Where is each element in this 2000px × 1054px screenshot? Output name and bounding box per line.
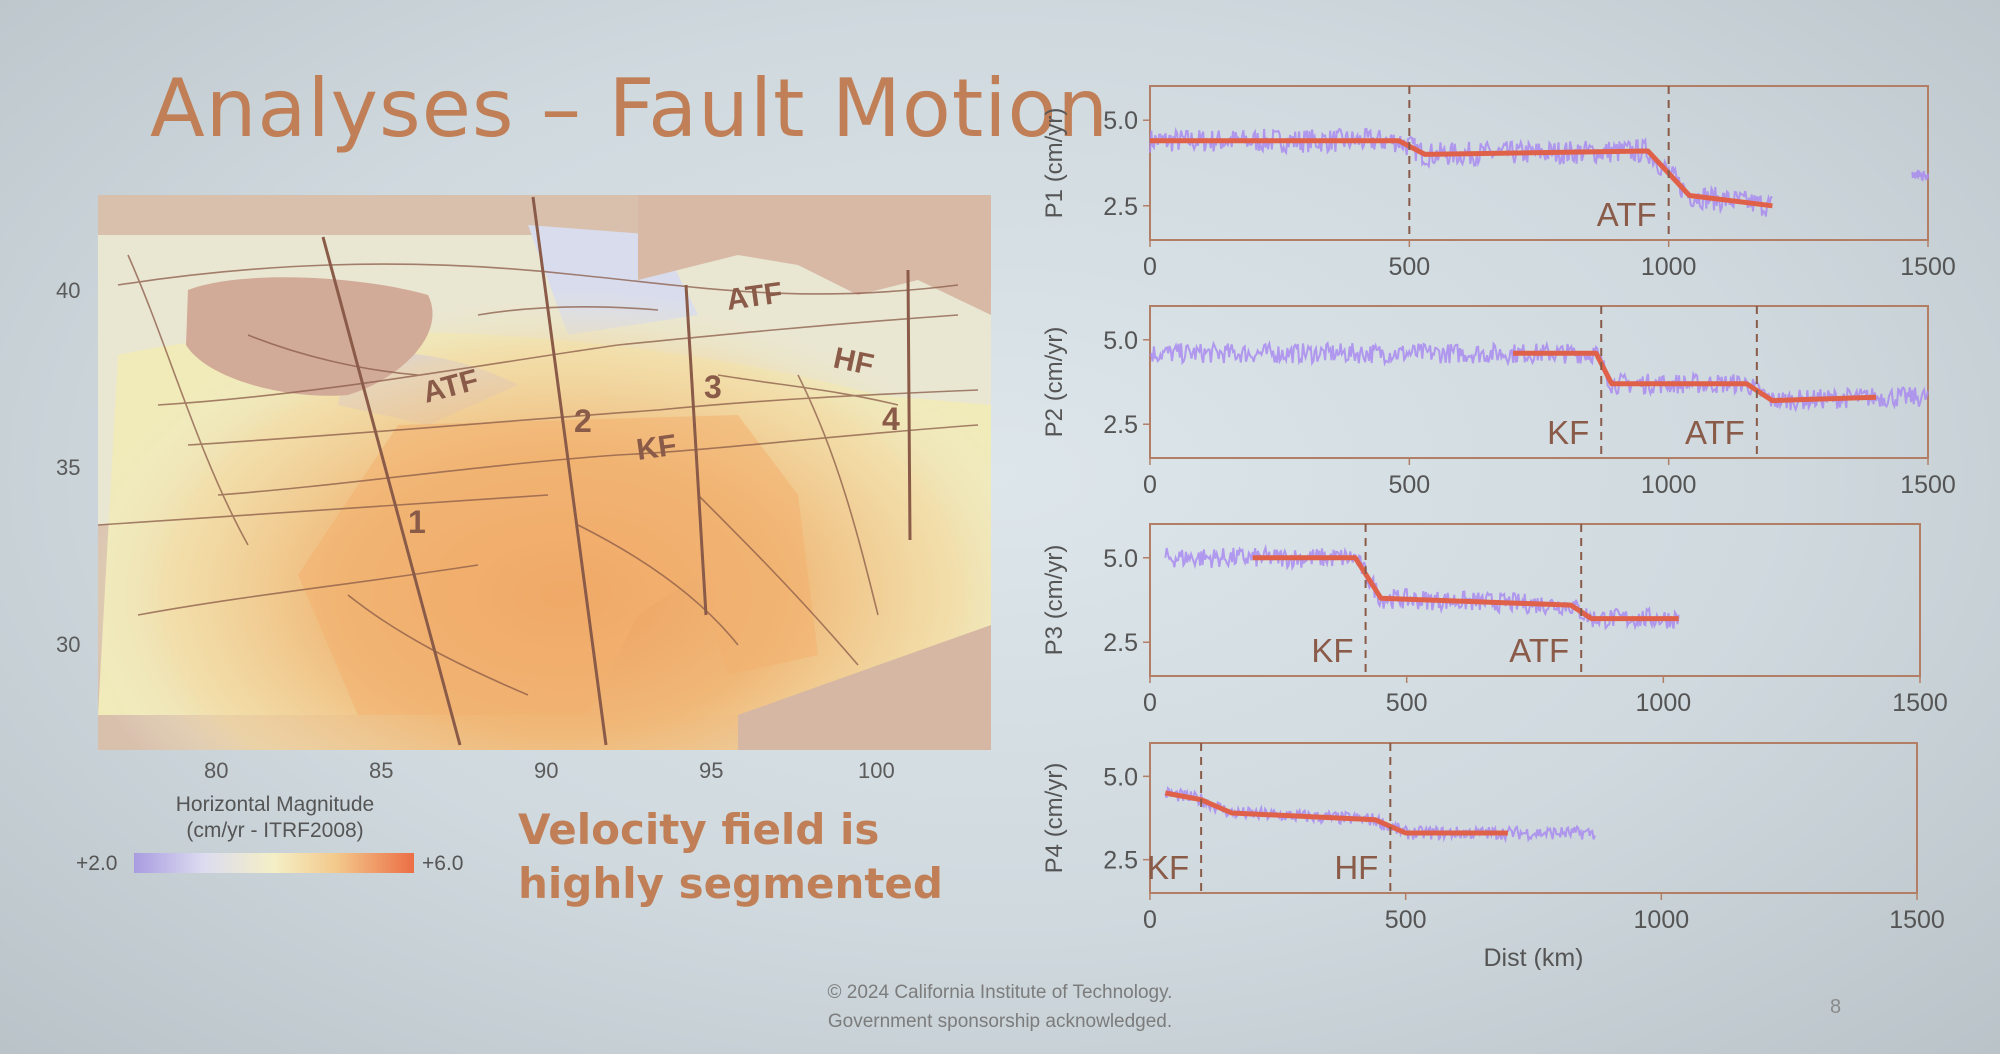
fault-label-atf-east: ATF	[724, 276, 784, 316]
panel-4-xtick-label-1: 500	[1385, 906, 1427, 934]
panel-1-xtick-label-0: 0	[1143, 253, 1157, 281]
panel-1-ylabel: P1 (cm/yr)	[1041, 108, 1068, 219]
panel-1-xtick-label-1: 500	[1388, 253, 1430, 281]
panel-3-xtick-label-3: 1500	[1892, 689, 1948, 717]
panel-2-xtick-label-2: 1000	[1641, 471, 1697, 499]
panel-4-xtick-label-2: 1000	[1634, 906, 1690, 934]
panel-1-xtick-label-3: 1500	[1900, 253, 1956, 281]
lon-tick-95: 95	[699, 758, 724, 783]
slide-title: Analyses – Fault Motion	[150, 62, 1110, 155]
panel-1-ytick-label-0: 5.0	[1103, 107, 1138, 135]
panel-4-fault-label-1: HF	[1334, 849, 1378, 886]
lat-tick-40: 40	[56, 278, 81, 303]
page-number: 8	[1830, 996, 1842, 1018]
panel-4-ytick-label-1: 2.5	[1103, 847, 1138, 875]
panel-1-xtick-label-2: 1000	[1641, 253, 1697, 281]
footer: © 2024 California Institute of Technolog…	[760, 978, 1240, 1036]
panel-1-scatter-1	[1911, 168, 1929, 183]
colorbar-title-line1: Horizontal Magnitude	[175, 793, 375, 816]
panel-2-fault-label-1: ATF	[1685, 414, 1745, 451]
panel-4-xtick-label-0: 0	[1143, 906, 1157, 934]
panel-2-ytick-label-0: 5.0	[1103, 327, 1138, 355]
profile-label-1: 1	[408, 504, 426, 540]
colorbar-max-label: +6.0	[422, 852, 464, 875]
panel-4-frame	[1149, 742, 1918, 894]
slide-subtitle: Velocity field is highly segmented	[518, 805, 943, 908]
lon-tick-80: 80	[204, 758, 229, 783]
panel-4-xlabel: Dist (km)	[1484, 944, 1584, 970]
lon-tick-85: 85	[369, 758, 394, 783]
panel-3-scatter-0	[1164, 543, 1680, 631]
panel-3-xtick-label-0: 0	[1143, 689, 1157, 717]
panel-4-scatter-0	[1164, 786, 1596, 844]
profile-line-4	[906, 269, 912, 541]
lon-tick-100: 100	[858, 758, 895, 783]
footer-copyright: © 2024 California Institute of Technolog…	[827, 982, 1173, 1003]
panel-2-xtick-label-3: 1500	[1900, 471, 1956, 499]
colorbar-title-line2: (cm/yr - ITRF2008)	[186, 819, 364, 842]
panel-3-ylabel: P3 (cm/yr)	[1041, 545, 1068, 656]
profile-label-3: 3	[704, 369, 722, 405]
panel-1-frame	[1149, 85, 1929, 241]
lat-tick-35: 35	[56, 455, 81, 480]
colorbar-title: Horizontal Magnitude (cm/yr - ITRF2008)	[150, 792, 400, 844]
profile-line-1	[321, 236, 462, 746]
panel-3-fault-label-1: ATF	[1509, 632, 1569, 669]
lat-tick-30: 30	[56, 632, 81, 657]
panel-2-ylabel: P2 (cm/yr)	[1041, 327, 1068, 438]
panel-3-ytick-label-0: 5.0	[1103, 545, 1138, 573]
colorbar-min-label: +2.0	[76, 852, 118, 875]
fault-label-hf: HF	[831, 342, 877, 383]
footer-sponsorship: Government sponsorship acknowledged.	[827, 1011, 1173, 1032]
profile-line-3	[684, 284, 708, 616]
profile-line-2	[531, 196, 608, 746]
panel-4-fault-label-0: KF	[1147, 849, 1189, 886]
panel-3-frame	[1149, 523, 1921, 677]
panel-2-xtick-label-0: 0	[1143, 471, 1157, 499]
panel-1-scatter-0	[1149, 126, 1773, 217]
panel-3-fit-line	[1252, 555, 1679, 622]
panel-2-ytick-label-1: 2.5	[1103, 411, 1138, 439]
fault-label-kf: KF	[634, 429, 678, 467]
panel-4-ylabel: P4 (cm/yr)	[1041, 763, 1068, 874]
colorbar	[134, 853, 414, 873]
panel-1-ytick-label-1: 2.5	[1103, 193, 1138, 221]
lon-tick-90: 90	[534, 758, 559, 783]
panel-3-xtick-label-1: 500	[1386, 689, 1428, 717]
velocity-map-image: ATF ATF HF KF 1 2 3 4	[98, 195, 991, 750]
profile-label-4: 4	[882, 401, 900, 437]
panel-4-ytick-label-0: 5.0	[1103, 763, 1138, 791]
panel-4-xtick-label-3: 1500	[1889, 906, 1945, 934]
profile-plots: 5.0 2.5 0 500 1000 1500 P1 (cm/yr) ATF 5.0 2.5 0 50…	[1041, 85, 1956, 970]
panel-2-frame	[1149, 305, 1929, 459]
panel-1-fit-line	[1150, 138, 1773, 209]
panel-3-xtick-label-2: 1000	[1636, 689, 1692, 717]
panel-2-fit-line	[1513, 350, 1877, 404]
panel-3-ytick-label-1: 2.5	[1103, 629, 1138, 657]
panel-2-xtick-label-1: 500	[1388, 471, 1430, 499]
velocity-map: ATF ATF HF KF 1 2 3 4	[98, 195, 991, 750]
panel-1-fault-label-1: ATF	[1597, 196, 1657, 233]
panel-3-fault-label-0: KF	[1311, 632, 1353, 669]
panel-4-fit-line	[1164, 790, 1508, 836]
profile-label-2: 2	[574, 403, 592, 439]
panel-2-fault-label-0: KF	[1547, 414, 1589, 451]
